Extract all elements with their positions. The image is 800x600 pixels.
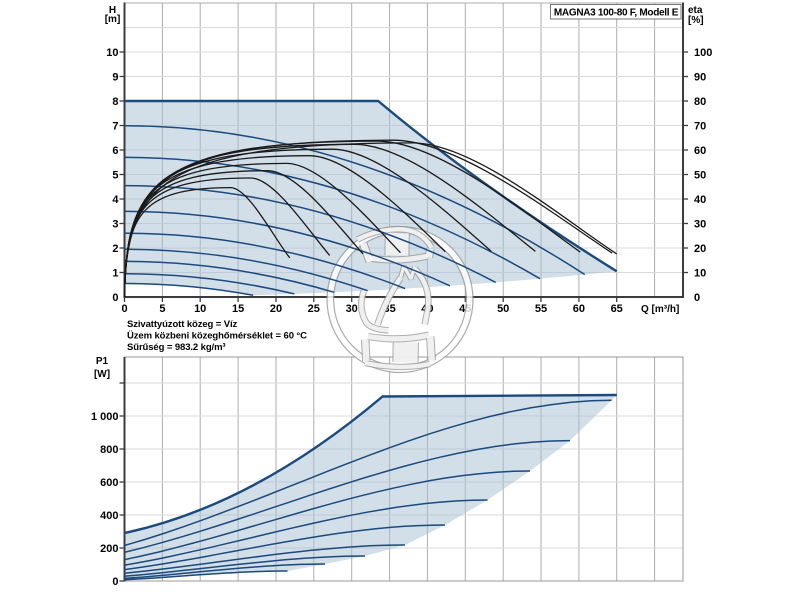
svg-text:15: 15 — [232, 303, 244, 315]
svg-text:5: 5 — [159, 303, 165, 315]
svg-text:25: 25 — [308, 303, 320, 315]
svg-text:60: 60 — [694, 145, 706, 157]
svg-text:50: 50 — [694, 170, 706, 182]
svg-text:7: 7 — [112, 121, 118, 133]
svg-text:MAGNA3 100-80 F, Modell E: MAGNA3 100-80 F, Modell E — [554, 8, 679, 19]
svg-text:1 000: 1 000 — [91, 411, 119, 423]
svg-text:0: 0 — [694, 292, 700, 304]
svg-text:[m]: [m] — [105, 14, 121, 25]
svg-text:30: 30 — [694, 219, 706, 231]
svg-text:Üzem közbeni közeghőmérséklet: Üzem közbeni közeghőmérséklet = 60 °C — [127, 331, 307, 342]
svg-text:2: 2 — [112, 243, 118, 255]
svg-text:100: 100 — [694, 47, 712, 59]
svg-text:65: 65 — [611, 303, 623, 315]
svg-text:800: 800 — [100, 444, 118, 456]
svg-text:60: 60 — [573, 303, 585, 315]
svg-text:0: 0 — [121, 303, 127, 315]
svg-text:0: 0 — [112, 576, 118, 588]
svg-text:20: 20 — [270, 303, 282, 315]
svg-text:400: 400 — [100, 510, 118, 522]
svg-text:10: 10 — [194, 303, 206, 315]
svg-text:Q [m³/h]: Q [m³/h] — [641, 304, 679, 315]
svg-text:3: 3 — [112, 219, 118, 231]
svg-text:70: 70 — [694, 121, 706, 133]
svg-text:80: 80 — [694, 96, 706, 108]
svg-text:Szivattyúzott közeg = Víz: Szivattyúzott közeg = Víz — [127, 319, 238, 330]
svg-text:600: 600 — [100, 477, 118, 489]
svg-text:10: 10 — [694, 268, 706, 280]
svg-text:H: H — [109, 5, 116, 16]
svg-text:200: 200 — [100, 543, 118, 555]
svg-text:eta: eta — [688, 5, 703, 16]
svg-text:4: 4 — [112, 194, 119, 206]
svg-text:10: 10 — [106, 47, 118, 59]
svg-text:8: 8 — [112, 96, 118, 108]
svg-text:1: 1 — [112, 268, 118, 280]
svg-text:30: 30 — [346, 303, 358, 315]
svg-text:0: 0 — [112, 292, 118, 304]
svg-text:P1: P1 — [96, 356, 109, 367]
svg-text:90: 90 — [694, 72, 706, 84]
svg-text:Sűrűség = 983.2 kg/m³: Sűrűség = 983.2 kg/m³ — [127, 342, 226, 353]
svg-text:9: 9 — [112, 72, 118, 84]
svg-text:[W]: [W] — [94, 369, 110, 380]
svg-text:5: 5 — [112, 170, 118, 182]
svg-text:[%]: [%] — [688, 15, 704, 26]
svg-text:40: 40 — [694, 194, 706, 206]
svg-text:55: 55 — [535, 303, 547, 315]
svg-text:50: 50 — [497, 303, 509, 315]
svg-text:20: 20 — [694, 243, 706, 255]
svg-text:6: 6 — [112, 145, 118, 157]
